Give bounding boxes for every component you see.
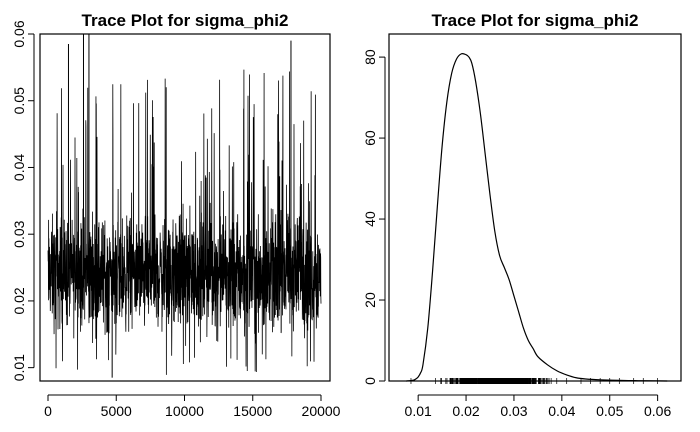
density-panel: Trace Plot for sigma_phi2 0.01 0.02 0.03 0.…	[362, 11, 682, 419]
density-x-tick-label: 0.05	[596, 403, 623, 419]
trace-title: Trace Plot for sigma_phi2	[82, 11, 289, 30]
trace-y-tick-label: 0.06	[11, 20, 27, 47]
trace-y-axis: 0.01 0.02 0.03 0.04 0.05 0.06	[11, 20, 35, 381]
density-y-tick-label: 80	[362, 49, 378, 65]
density-y-tick-label: 0	[362, 377, 378, 385]
trace-x-tick-label: 10000	[165, 403, 204, 419]
trace-y-tick-label: 0.04	[11, 154, 27, 181]
density-x-tick-label: 0.02	[452, 403, 479, 419]
density-curve	[406, 53, 668, 382]
density-y-tick-label: 60	[362, 130, 378, 146]
density-series	[406, 53, 668, 382]
trace-x-tick-label: 15000	[233, 403, 272, 419]
density-y-tick-label: 20	[362, 292, 378, 308]
density-x-tick-label: 0.03	[500, 403, 527, 419]
density-y-axis: 0 20 40 60 80	[362, 49, 386, 385]
trace-y-tick-label: 0.05	[11, 87, 27, 114]
density-x-tick-label: 0.04	[548, 403, 575, 419]
density-x-axis: 0.01 0.02 0.03 0.04 0.05 0.06	[405, 394, 671, 419]
trace-x-tick-label: 5000	[101, 403, 132, 419]
density-title: Trace Plot for sigma_phi2	[432, 11, 639, 30]
trace-plot-frame	[39, 33, 331, 382]
trace-y-tick-label: 0.01	[11, 354, 27, 381]
density-plot-frame	[388, 33, 682, 382]
density-y-tick-label: 40	[362, 211, 378, 227]
density-x-tick-label: 0.01	[405, 403, 432, 419]
trace-x-tick-label: 20000	[302, 403, 341, 419]
trace-series	[47, 34, 322, 378]
density-x-tick-label: 0.06	[644, 403, 671, 419]
trace-x-axis: 0 5000 10000 15000 20000	[44, 394, 341, 419]
trace-y-tick-label: 0.03	[11, 220, 27, 247]
trace-y-tick-label: 0.02	[11, 287, 27, 314]
trace-x-tick-label: 0	[44, 403, 52, 419]
trace-line	[47, 69, 322, 375]
trace-panel: Trace Plot for sigma_phi2 0 5000 10000 1500…	[11, 11, 341, 419]
